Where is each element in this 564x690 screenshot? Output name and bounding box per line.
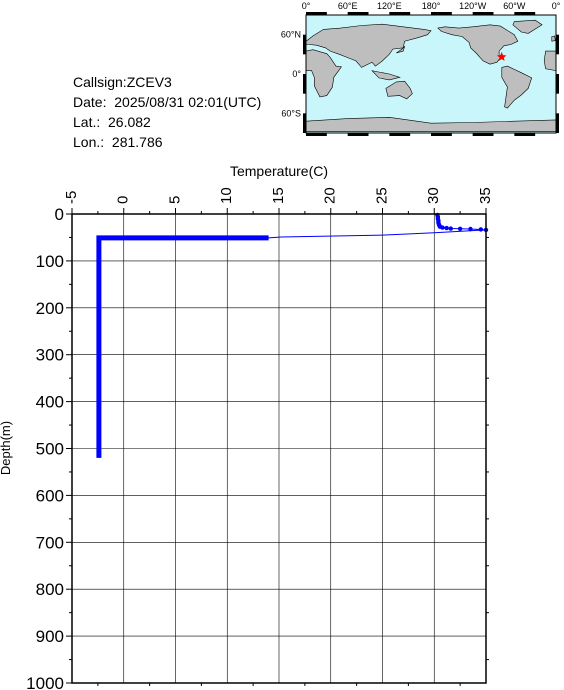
profile-line-deep (96, 235, 269, 458)
map-frame-segment (556, 34, 559, 55)
y-tick-label: 0 (55, 205, 64, 224)
latitude-text: Lat.: 26.082 (73, 114, 151, 130)
map-frame (303, 12, 559, 136)
map-frame-segment (347, 12, 369, 15)
land-indonesia (371, 70, 401, 81)
data-series (96, 212, 489, 458)
x-tick-label: 30 (425, 187, 442, 204)
land-south-america (501, 65, 533, 109)
y-tick-label: 100 (36, 252, 64, 271)
map-lat-label: 60°N (281, 30, 301, 40)
chart-grid (71, 213, 487, 684)
x-axis-title: Temperature(C) (230, 163, 328, 179)
callsign-text: Callsign:ZCEV3 (73, 74, 172, 90)
x-tick-label: -5 (63, 191, 80, 204)
map-frame-segment (306, 133, 327, 136)
map-lat-label: 0° (292, 69, 301, 79)
date-text: Date: 2025/08/31 02:01(UTC) (73, 94, 262, 110)
map-labels: 0° 60°E 120°E 180° 120°W 60°W 0° 60°N 0° 60°S (281, 1, 561, 118)
map-frame-segment (303, 113, 306, 133)
land-japan (396, 45, 406, 54)
x-tick-label: 5 (166, 196, 183, 204)
map-lon-label: 180° (422, 1, 441, 11)
map-lat-label: 60°S (281, 108, 301, 118)
x-tick-label: 0 (115, 196, 132, 204)
map-lon-label: 120°E (377, 1, 402, 11)
x-tick-label: 25 (373, 187, 390, 204)
map-frame-segment (514, 12, 536, 15)
plot-frame (71, 213, 487, 684)
land-australia (385, 80, 413, 100)
land-uk (551, 35, 556, 42)
map-frame-segment (303, 34, 306, 55)
map-frame-segment (556, 74, 559, 94)
y-tick-label: 800 (36, 580, 64, 599)
x-tick-label: 15 (270, 187, 287, 204)
y-tick-labels: 0 100 200 300 400 500 600 700 800 900 1000 (26, 205, 64, 690)
data-point (478, 227, 484, 232)
station-info: Callsign:ZCEV3 Date: 2025/08/31 02:01(UT… (73, 72, 261, 152)
map-frame-segment (389, 12, 411, 15)
land-africa (305, 49, 342, 98)
x-tick-labels: -5 0 5 10 15 20 25 30 35 (63, 187, 494, 204)
x-tick-label: 20 (322, 187, 339, 204)
map-frame-segment (431, 133, 452, 136)
world-map: 0° 60°E 120°E 180° 120°W 60°W 0° 60°N 0° 60°S (281, 1, 561, 136)
profile-line (98, 214, 487, 458)
y-tick-label: 300 (36, 346, 64, 365)
map-frame-segment (472, 12, 494, 15)
x-tick-label: 35 (477, 187, 494, 204)
map-frame-segment (347, 133, 369, 136)
y-tick-label: 500 (36, 440, 64, 459)
map-lon-label: 60°W (503, 1, 526, 11)
land-africa-west (543, 50, 557, 72)
map-frame-segment (431, 12, 452, 15)
data-point (444, 225, 449, 231)
data-point (468, 226, 473, 232)
data-point (448, 226, 454, 231)
map-lon-label: 120°W (459, 1, 487, 11)
map-frame-segment (472, 133, 494, 136)
x-tick-label: 10 (218, 187, 235, 204)
y-tick-label: 400 (36, 393, 64, 412)
map-frame-segment (514, 133, 536, 136)
map-frame-segment (303, 74, 306, 94)
data-point (440, 225, 445, 230)
map-land (305, 19, 557, 132)
map-lon-label: 60°E (338, 1, 358, 11)
y-tick-label: 700 (36, 533, 64, 552)
y-tick-label: 1000 (26, 674, 64, 690)
y-tick-label: 900 (36, 627, 64, 646)
y-tick-label: 200 (36, 299, 64, 318)
map-lon-label: 0° (552, 1, 561, 11)
land-greenland (512, 19, 543, 34)
map-frame-segment (389, 133, 411, 136)
land-antarctica (305, 116, 557, 132)
station-marker (496, 51, 507, 61)
chart-ticks (66, 208, 489, 686)
longitude-text: Lon.: 281.786 (73, 134, 163, 150)
map-lon-label: 0° (302, 1, 311, 11)
data-point (457, 226, 463, 231)
y-tick-label: 600 (36, 486, 64, 505)
station-star-icon (496, 51, 507, 61)
land-eurasia (305, 23, 432, 68)
map-frame-segment (306, 12, 327, 15)
map-frame-segment (556, 113, 559, 133)
y-axis-title: Depth(m) (0, 421, 13, 475)
